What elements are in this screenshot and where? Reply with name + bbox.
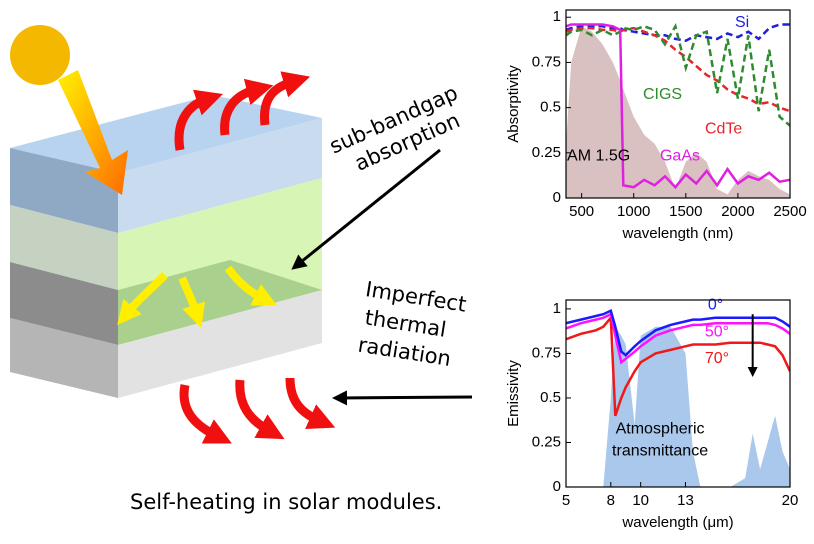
plot-area [566, 25, 790, 199]
y-tick-label: 0.5 [540, 99, 561, 116]
series-label: 0° [708, 297, 723, 314]
area [566, 26, 790, 198]
x-tick-label: 1500 [669, 203, 702, 220]
y-tick-label: 0.5 [540, 389, 561, 406]
series-label: AM 1.5G [567, 148, 630, 165]
annotation: Imperfect thermal radiation [355, 277, 475, 373]
series-label: 50° [705, 323, 729, 340]
chart: AM 1.5G Si CdTe CIGS GaAs 500 1000 1500 2000 2500… [505, 8, 807, 242]
x-tick-label: 10 [632, 492, 649, 509]
x-tick-label: 500 [569, 203, 594, 220]
y-axis-label: Emissivity [505, 360, 522, 427]
x-tick-label: 20 [782, 492, 799, 509]
figure: sub-bandgap absorption Imperfect thermal… [0, 0, 814, 544]
annotation: sub-bandgap absorption [326, 78, 478, 182]
x-axis-label: wavelength (nm) [622, 225, 734, 242]
y-tick-label: 0.75 [532, 53, 561, 70]
x-tick-label: 2000 [721, 203, 754, 220]
x-axis-label: wavelength (μm) [621, 514, 733, 531]
caption: Self-heating in solar modules. [130, 490, 442, 514]
y-tick-label: 0.75 [532, 344, 561, 361]
y-tick-label: 1 [553, 8, 561, 25]
x-tick-label: 5 [562, 492, 570, 509]
x-tick-label: 1000 [617, 203, 650, 220]
pointer-arrow [338, 397, 472, 398]
x-tick-label: 2500 [773, 203, 806, 220]
series-label: CIGS [643, 86, 682, 103]
y-tick-label: 0 [553, 189, 561, 206]
area [566, 327, 790, 487]
y-tick-label: 0.25 [532, 144, 561, 161]
x-tick-label: 8 [607, 492, 615, 509]
y-tick-label: 1 [553, 300, 561, 317]
series-label: CdTe [705, 121, 742, 138]
solar-module [10, 25, 472, 435]
series-label: 70° [705, 350, 729, 367]
series-label: GaAs [660, 148, 700, 165]
series-label-line: transmittance [612, 443, 708, 460]
y-axis-label: Absorptivity [505, 65, 522, 143]
series-label: Si [735, 14, 749, 31]
series-label-line: Atmospheric [616, 421, 705, 438]
sun [10, 25, 70, 85]
plot-area [566, 311, 790, 487]
y-tick-label: 0 [553, 478, 561, 495]
x-tick-label: 13 [677, 492, 694, 509]
y-tick-label: 0.25 [532, 433, 561, 450]
